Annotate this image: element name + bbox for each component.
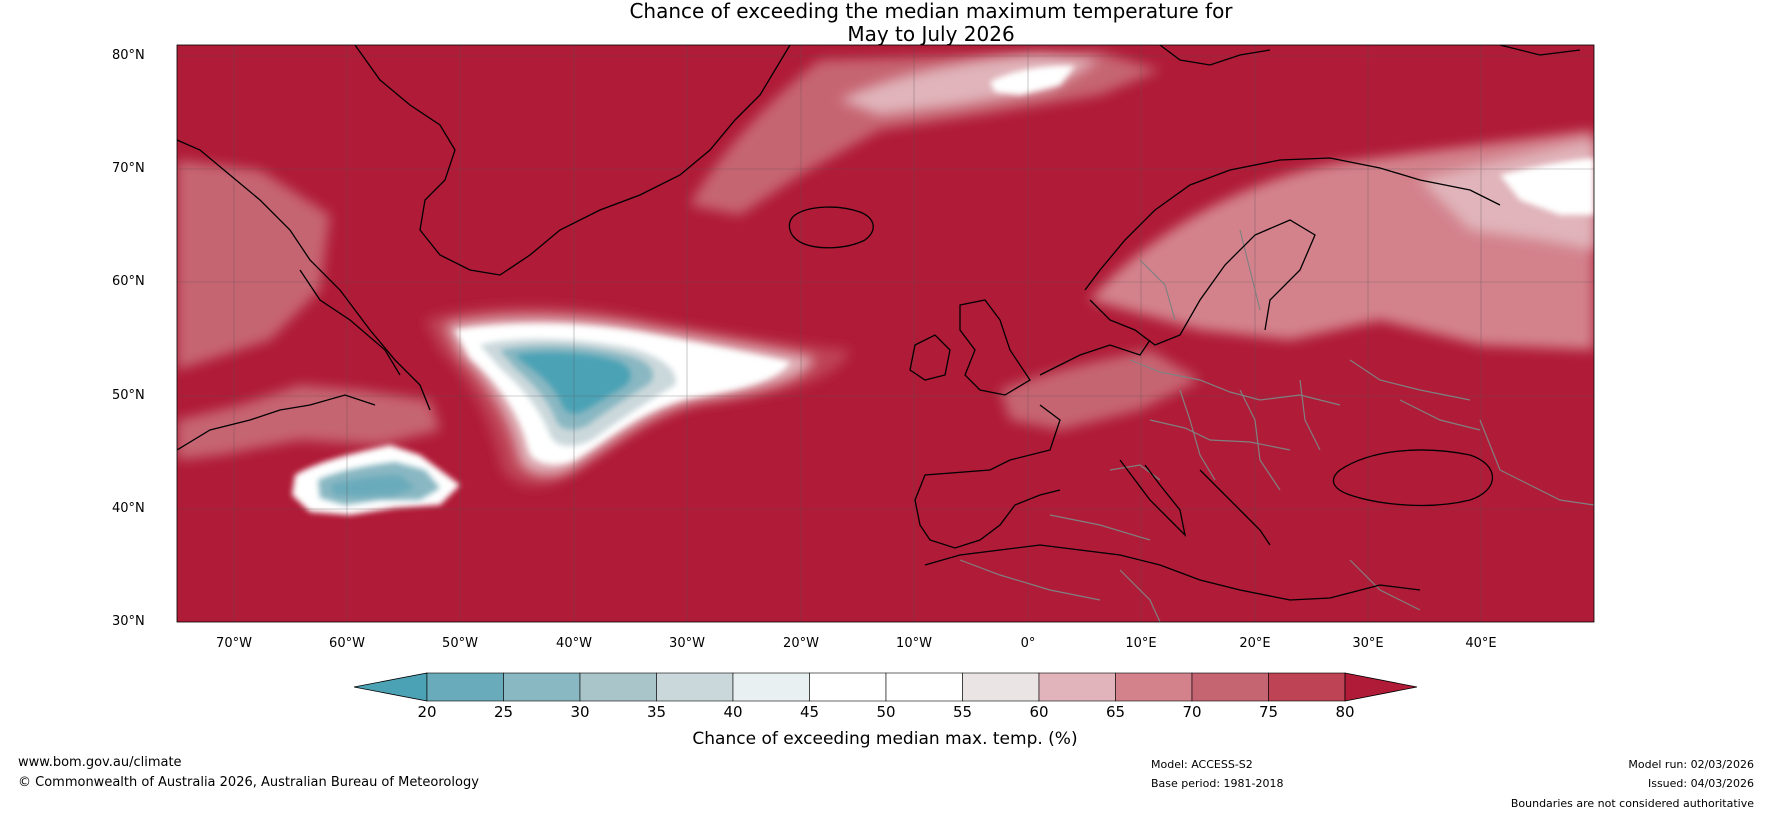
colorbar-segments	[353, 672, 1418, 702]
north-africa-coast	[924, 544, 1421, 601]
lon-label-30w: 30°W	[669, 636, 705, 651]
band-70-canada	[177, 160, 330, 370]
graticule	[177, 45, 1594, 622]
colorbar-segment	[579, 672, 657, 702]
colorbar-tick-label: 50	[876, 703, 896, 721]
colorbar-segment	[656, 672, 734, 702]
colorbar-extend-low	[353, 672, 428, 702]
lon-label-10e: 10°E	[1125, 636, 1157, 651]
title-line-1: Chance of exceeding the median maximum t…	[629, 0, 1233, 23]
colorbar-segment	[809, 672, 887, 702]
colorbar-segment	[962, 672, 1040, 702]
colorbar-tick-label: 35	[646, 703, 667, 721]
temperature-probability-map	[176, 44, 1595, 623]
colorbar-segment	[885, 672, 963, 702]
lon-label-0: 0°	[1020, 636, 1036, 651]
colorbar-segment	[1191, 672, 1269, 702]
colorbar-tick-label: 75	[1258, 703, 1279, 721]
probability-field	[177, 52, 1594, 515]
lat-label-30n: 30°N	[112, 614, 145, 629]
band-20-atlantic	[515, 352, 631, 414]
black-sea-coast	[1332, 449, 1494, 507]
british-isles-coast	[959, 299, 1031, 396]
scandinavia-coast	[1084, 157, 1501, 291]
colorbar-segment	[426, 672, 504, 702]
colorbar-segment	[1115, 672, 1193, 702]
band-70-labrador	[177, 385, 440, 460]
colorbar-extend-high	[1344, 672, 1418, 702]
colorbar-segment	[732, 672, 810, 702]
issued-date: Issued: 04/03/2026	[1647, 777, 1754, 790]
country-borders	[959, 229, 1594, 622]
lat-label-80n: 80°N	[112, 48, 145, 63]
colorbar-tick-label: 70	[1182, 703, 1202, 721]
boundaries-disclaimer: Boundaries are not considered authoritat…	[1510, 797, 1754, 810]
band-20-sw-patch	[330, 475, 415, 497]
colorbar-label: Chance of exceeding median max. temp. (%…	[692, 729, 1078, 749]
colorbar-segment	[1268, 672, 1346, 702]
coastlines	[177, 45, 1581, 601]
colorbar-tick-label: 55	[952, 703, 973, 721]
band-75-greenland-sea	[690, 52, 1160, 215]
lon-label-20e: 20°E	[1239, 636, 1271, 651]
lat-label-60n: 60°N	[112, 274, 145, 289]
lon-label-10w: 10°W	[896, 636, 932, 651]
colorbar-tick-label: 65	[1105, 703, 1126, 721]
greenland-coast	[354, 45, 791, 276]
lon-label-60w: 60°W	[329, 636, 365, 651]
website-link[interactable]: www.bom.gov.au/climate	[18, 755, 182, 770]
band-55-jan-mayen	[990, 65, 1075, 95]
colorbar-tick-label: 80	[1335, 703, 1355, 721]
lon-label-50w: 50°W	[442, 636, 478, 651]
colorbar-tick-label: 30	[570, 703, 590, 721]
colorbar	[353, 672, 1418, 702]
colorbar-tick-label: 60	[1029, 703, 1049, 721]
map-background	[177, 45, 1594, 622]
lat-label-50n: 50°N	[112, 388, 145, 403]
europe-coast	[1039, 339, 1151, 376]
canada-coast	[177, 139, 431, 411]
colorbar-tick-label: 40	[723, 703, 743, 721]
colorbar-tick-label: 20	[417, 703, 437, 721]
map-title: Chance of exceeding the median maximum t…	[0, 0, 1770, 46]
lon-label-20w: 20°W	[783, 636, 819, 651]
copyright-text: © Commonwealth of Australia 2026, Austra…	[18, 775, 479, 790]
lon-label-40w: 40°W	[556, 636, 592, 651]
model-name: Model: ACCESS-S2	[1151, 758, 1253, 771]
lat-label-70n: 70°N	[112, 161, 145, 176]
lon-label-30e: 30°E	[1352, 636, 1384, 651]
lon-label-70w: 70°W	[216, 636, 252, 651]
lat-label-40n: 40°N	[112, 501, 145, 516]
colorbar-tick-label: 45	[799, 703, 820, 721]
colorbar-segment	[1038, 672, 1116, 702]
colorbar-tick-label: 25	[493, 703, 514, 721]
map-frame	[176, 44, 1595, 623]
lon-label-40e: 40°E	[1465, 636, 1497, 651]
colorbar-segment	[503, 672, 581, 702]
base-period: Base period: 1981-2018	[1151, 777, 1284, 790]
model-run-date: Model run: 02/03/2026	[1628, 758, 1754, 771]
title-line-2: May to July 2026	[847, 22, 1015, 46]
iceland-coast	[788, 206, 874, 249]
band-75-west-europe	[1000, 350, 1200, 430]
band-55-barents	[1500, 158, 1594, 215]
